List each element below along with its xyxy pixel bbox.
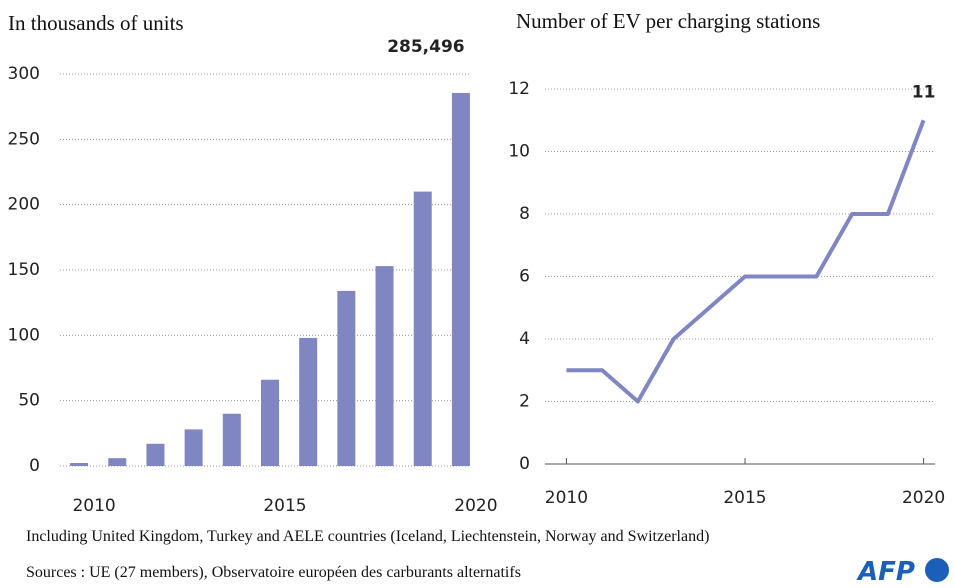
- y-tick-label: 250: [8, 129, 40, 149]
- bar: [413, 191, 432, 466]
- chart-title: In thousands of units: [8, 11, 184, 35]
- y-tick-label: 150: [8, 260, 40, 280]
- logo: AFP: [856, 557, 915, 587]
- bar: [375, 266, 394, 466]
- data-label: 285,496: [387, 37, 464, 57]
- chart-title: Number of EV per charging stations: [516, 9, 820, 33]
- y-tick-label: 10: [508, 142, 530, 162]
- x-tick-label: 2010: [72, 496, 115, 516]
- bar: [108, 458, 127, 466]
- bar: [299, 337, 318, 466]
- y-tick-label: 200: [8, 195, 40, 215]
- line: [566, 119, 926, 404]
- bar: [337, 290, 356, 466]
- x-tick-label: 2020: [454, 496, 497, 516]
- x-tick-label: 2015: [263, 496, 306, 516]
- y-tick-label: 0: [29, 456, 40, 476]
- bar: [70, 462, 89, 466]
- bar: [451, 92, 470, 466]
- y-tick-label: 6: [519, 267, 530, 287]
- y-tick-label: 12: [508, 79, 530, 99]
- x-tick-label: 2020: [902, 488, 945, 508]
- y-tick-label: 50: [18, 391, 40, 411]
- bar: [222, 413, 241, 466]
- y-tick-label: 2: [519, 392, 530, 412]
- data-label: 11: [912, 82, 936, 102]
- footnote: Including United Kingdom, Turkey and AEL…: [26, 528, 709, 545]
- logo-dot: [925, 558, 949, 582]
- y-tick-label: 8: [519, 204, 530, 224]
- y-tick-label: 300: [8, 64, 40, 84]
- bar: [146, 443, 165, 466]
- x-tick-label: 2010: [545, 488, 588, 508]
- bar: [261, 379, 279, 466]
- bar: [184, 429, 203, 466]
- y-tick-label: 0: [519, 454, 530, 474]
- y-tick-label: 4: [519, 329, 530, 349]
- y-tick-label: 100: [8, 325, 40, 345]
- sources: Sources : UE (27 members), Observatoire …: [26, 564, 521, 581]
- x-tick-label: 2015: [723, 488, 766, 508]
